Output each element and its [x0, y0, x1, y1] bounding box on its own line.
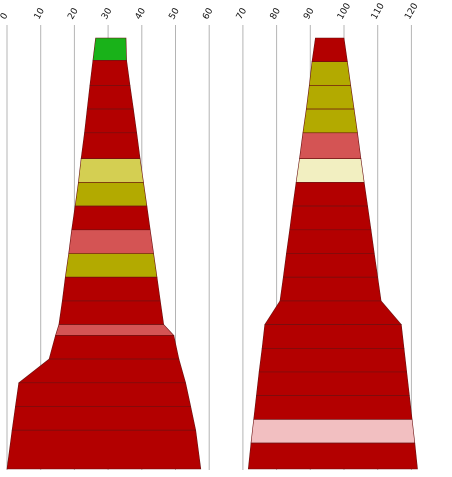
- tick-label-120: 120: [403, 1, 420, 21]
- shape-1-band-16: [15, 382, 192, 407]
- tick-label-40: 40: [134, 6, 149, 21]
- shape-1-band-8: [71, 205, 151, 231]
- tick-label-110: 110: [370, 1, 387, 21]
- shape-bands: [6, 37, 418, 470]
- shape-2-band-14: [258, 347, 408, 373]
- shape-1-band-6: [78, 158, 144, 183]
- tick-labels: 0 10 20 30 40 50 60 70 80 90 100 110 120: [0, 1, 421, 21]
- shape-2-band-16: [253, 395, 413, 420]
- shape-1-band-14: [48, 335, 180, 360]
- tick-label-70: 70: [235, 6, 250, 21]
- shape-2-band-18: [247, 442, 418, 470]
- shape-2-band-8: [289, 205, 372, 231]
- shape-2-band-10: [282, 253, 379, 278]
- tick-label-90: 90: [302, 6, 317, 21]
- tick-label-0: 0: [0, 11, 11, 21]
- shape-2-band-6: [295, 158, 365, 183]
- tick-label-60: 60: [201, 6, 216, 21]
- shape-1-band-11: [61, 276, 161, 302]
- shape-1-band-5: [80, 132, 141, 159]
- tick-label-100: 100: [336, 1, 353, 21]
- shape-1-band-2: [89, 60, 131, 86]
- shape-2-band-4: [302, 108, 358, 134]
- shape-2-band-11: [279, 276, 382, 302]
- shape-1-band-13: [55, 324, 175, 336]
- shape-1-band-3: [86, 85, 134, 110]
- shape-1-band-10: [64, 253, 158, 278]
- tick-label-30: 30: [100, 6, 115, 21]
- shape-2-band-12: [264, 300, 402, 325]
- shape-1-band-9: [68, 229, 154, 254]
- tick-label-80: 80: [269, 6, 284, 21]
- shape-2-band-5: [299, 132, 362, 159]
- shape-2-band-7: [292, 182, 368, 207]
- shape-1: [6, 37, 202, 470]
- shape-1-band-17: [11, 406, 197, 431]
- tick-label-50: 50: [167, 6, 182, 21]
- shape-1-band-15: [17, 358, 186, 384]
- shape-1-band-4: [84, 108, 138, 134]
- shape-2-band-9: [286, 229, 375, 254]
- shape-2-band-13: [261, 324, 405, 349]
- tick-label-10: 10: [33, 6, 48, 21]
- shape-2-band-17: [250, 419, 416, 444]
- shape-2-band-15: [256, 371, 410, 397]
- shape-2: [247, 37, 418, 470]
- shape-2-band-3: [305, 85, 355, 110]
- shape-1-band-18: [6, 429, 202, 470]
- shape-1-band-12: [58, 300, 165, 325]
- shape-2-band-1: [311, 37, 348, 63]
- tick-label-20: 20: [66, 6, 81, 21]
- shape-2-band-2: [308, 61, 352, 86]
- shape-1-band-7: [74, 182, 148, 207]
- shape-1-band-1: [92, 37, 127, 61]
